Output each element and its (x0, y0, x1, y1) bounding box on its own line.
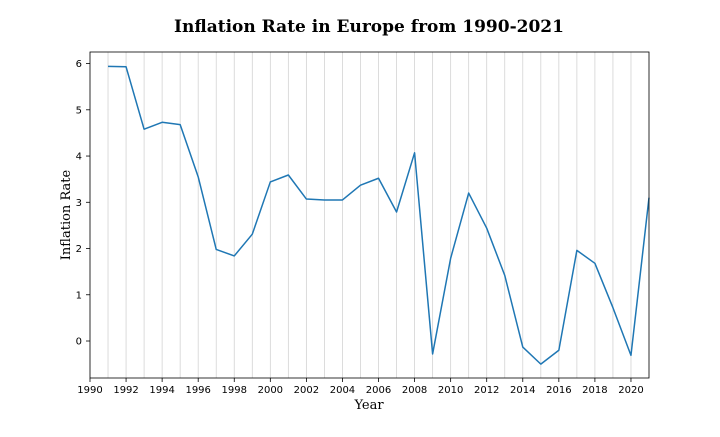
x-tick-label: 1990 (77, 385, 102, 396)
x-tick-label: 1992 (113, 385, 138, 396)
x-tick-label: 2000 (258, 385, 283, 396)
grid (90, 52, 649, 378)
y-tick-label: 4 (76, 152, 82, 163)
x-tick-label: 2018 (582, 385, 607, 396)
x-tick-label: 2006 (366, 385, 391, 396)
x-tick-label: 2014 (510, 385, 535, 396)
y-tick-label: 1 (76, 290, 82, 301)
y-axis-label: Inflation Rate (59, 169, 74, 260)
y-tick-label: 6 (76, 59, 82, 70)
x-tick-label: 2008 (402, 385, 427, 396)
x-tick-label: 1998 (222, 385, 247, 396)
x-tick-label: 1994 (149, 385, 174, 396)
x-tick-label: 2012 (474, 385, 499, 396)
x-axis-label: Year (353, 398, 384, 413)
x-tick-label: 2004 (330, 385, 355, 396)
y-tick-label: 3 (76, 198, 82, 209)
y-tick-label: 0 (76, 337, 82, 348)
plot-frame (90, 52, 649, 378)
x-tick-label: 2020 (618, 385, 643, 396)
x-tick-label: 2016 (546, 385, 571, 396)
y-tick-label: 5 (76, 105, 82, 116)
x-axis: 1990 1992 1994 1996 1998 2000 2002 2004 2006 2008… (77, 378, 643, 396)
y-tick-label: 2 (76, 244, 82, 255)
x-tick-label: 1996 (185, 385, 210, 396)
x-tick-label: 2010 (438, 385, 463, 396)
chart-title: Inflation Rate in Europe from 1990-2021 (174, 17, 564, 37)
y-axis: 0 1 2 3 4 5 6 (76, 59, 90, 347)
x-tick-label: 2002 (294, 385, 319, 396)
